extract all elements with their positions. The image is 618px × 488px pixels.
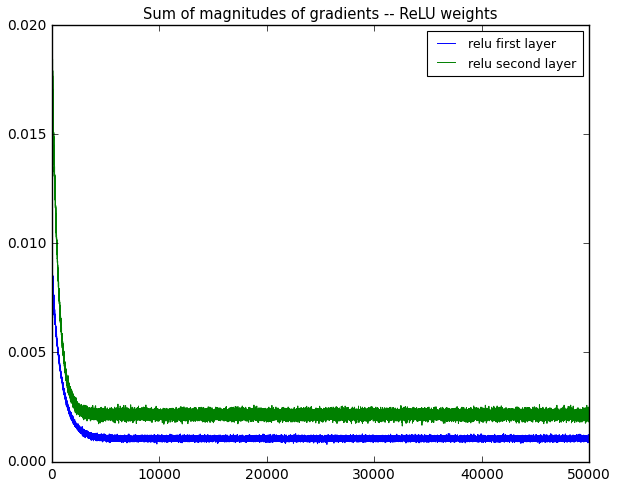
relu first layer [177, 437, 185, 443]
relu first layer [323, 442, 331, 447]
relu second layer [85, 413, 92, 419]
Line: relu first layer: relu first layer [52, 256, 589, 445]
Title: Sum of magnitudes of gradients -- ReLU weights: Sum of magnitudes of gradients -- ReLU w… [143, 7, 498, 22]
Legend: relu first layer, relu second layer: relu first layer, relu second layer [427, 32, 583, 77]
relu first layer [48, 267, 56, 273]
relu first layer [85, 433, 92, 439]
relu second layer [254, 412, 261, 418]
relu second layer [447, 411, 454, 417]
relu first layer [447, 435, 454, 441]
relu first layer [254, 436, 261, 442]
relu second layer [340, 412, 347, 418]
relu first layer [372, 437, 379, 443]
relu second layer [372, 414, 379, 420]
Line: relu second layer: relu second layer [52, 38, 589, 426]
relu first layer [340, 435, 347, 441]
relu first layer [585, 436, 593, 442]
relu second layer [177, 409, 185, 415]
relu second layer [585, 415, 593, 421]
relu second layer [48, 35, 56, 41]
relu first layer [48, 253, 56, 259]
relu second layer [399, 423, 406, 429]
